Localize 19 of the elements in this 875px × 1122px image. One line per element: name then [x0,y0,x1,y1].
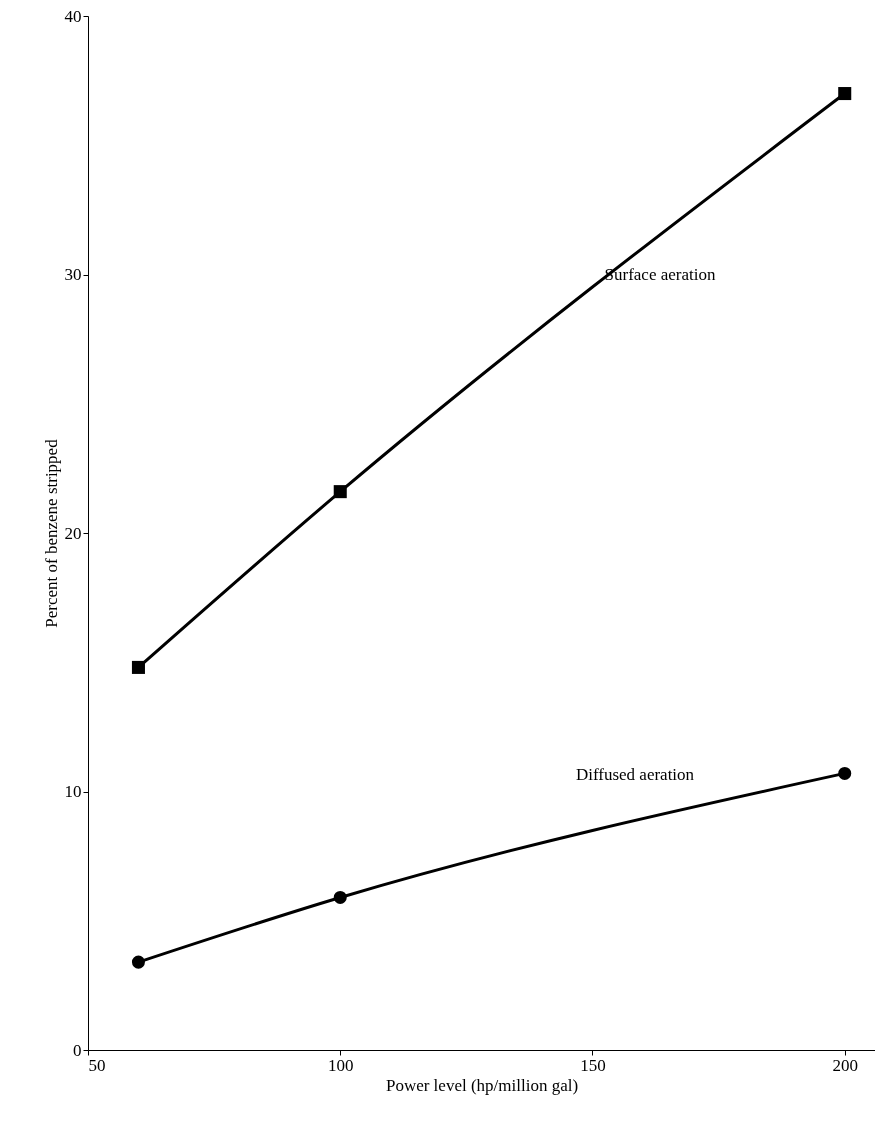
x-tick-label: 150 [580,1055,606,1075]
y-axis-title: Percent of benzene stripped [41,438,61,628]
y-tick-label: 20 [64,523,82,543]
y-tick-label: 0 [73,1040,82,1060]
point [131,660,145,674]
point [838,87,852,101]
point [333,485,347,499]
y-tick-label: 40 [64,6,82,26]
x-axis-title: Power level (hp/million gal) [385,1075,579,1095]
x-tick-label: 50 [88,1055,106,1075]
point [333,890,347,904]
point [838,766,852,780]
y-tick-label: 30 [64,265,82,284]
y-tick-label: 10 [64,782,82,801]
series-label: Surface aeration [604,265,716,284]
series-label: Diffused aeration [575,765,695,784]
point [131,955,145,969]
x-tick-label: 100 [327,1055,354,1075]
x-tick-label: 200 [832,1055,858,1075]
